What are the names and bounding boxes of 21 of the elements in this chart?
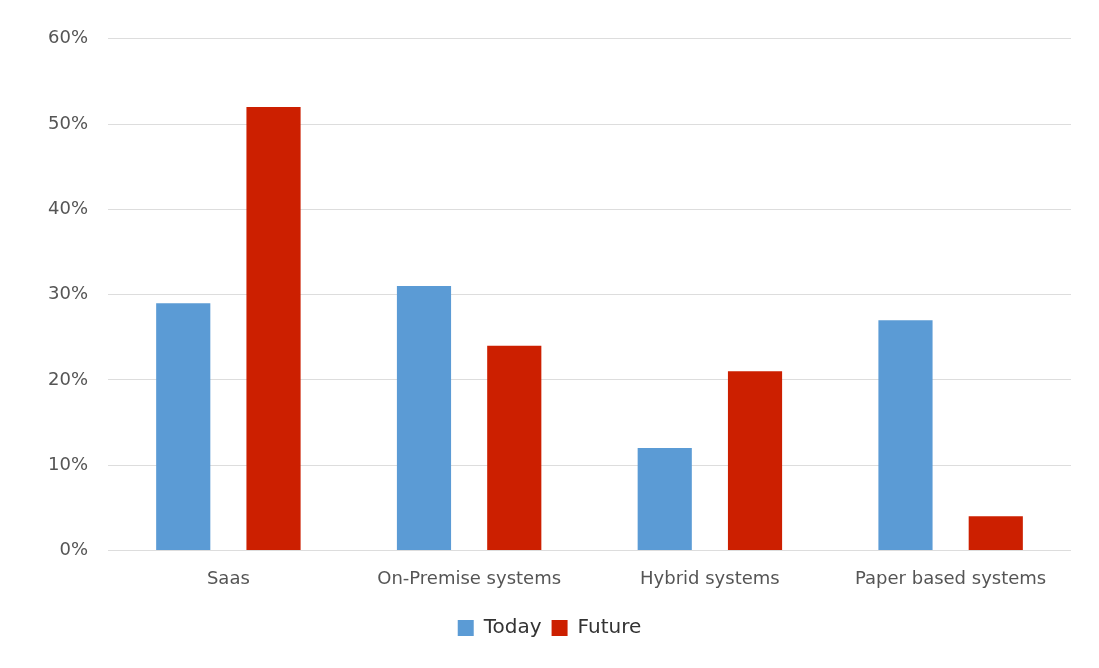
bar	[968, 516, 1023, 550]
y-tick-label: 60%	[47, 26, 89, 48]
bar	[727, 371, 783, 550]
y-tick-label: 30%	[47, 282, 89, 304]
bar	[156, 303, 211, 550]
x-tick-label: Saas	[206, 566, 250, 588]
bar	[246, 107, 301, 550]
y-tick-label: 50%	[47, 111, 89, 133]
bar	[487, 345, 542, 550]
y-tick-label: 40%	[47, 197, 89, 219]
bar	[637, 448, 692, 550]
bar	[878, 320, 933, 550]
legend-label: Future	[577, 614, 642, 639]
y-tick-label: 0%	[59, 538, 89, 560]
legend-label: Today	[482, 614, 542, 639]
x-tick-label: On-Premise systems	[377, 566, 562, 588]
bar	[396, 286, 452, 550]
y-tick-label: 20%	[47, 367, 89, 389]
x-tick-label: Hybrid systems	[640, 566, 780, 588]
x-tick-label: Paper based systems	[855, 566, 1047, 588]
y-tick-label: 10%	[47, 452, 89, 474]
